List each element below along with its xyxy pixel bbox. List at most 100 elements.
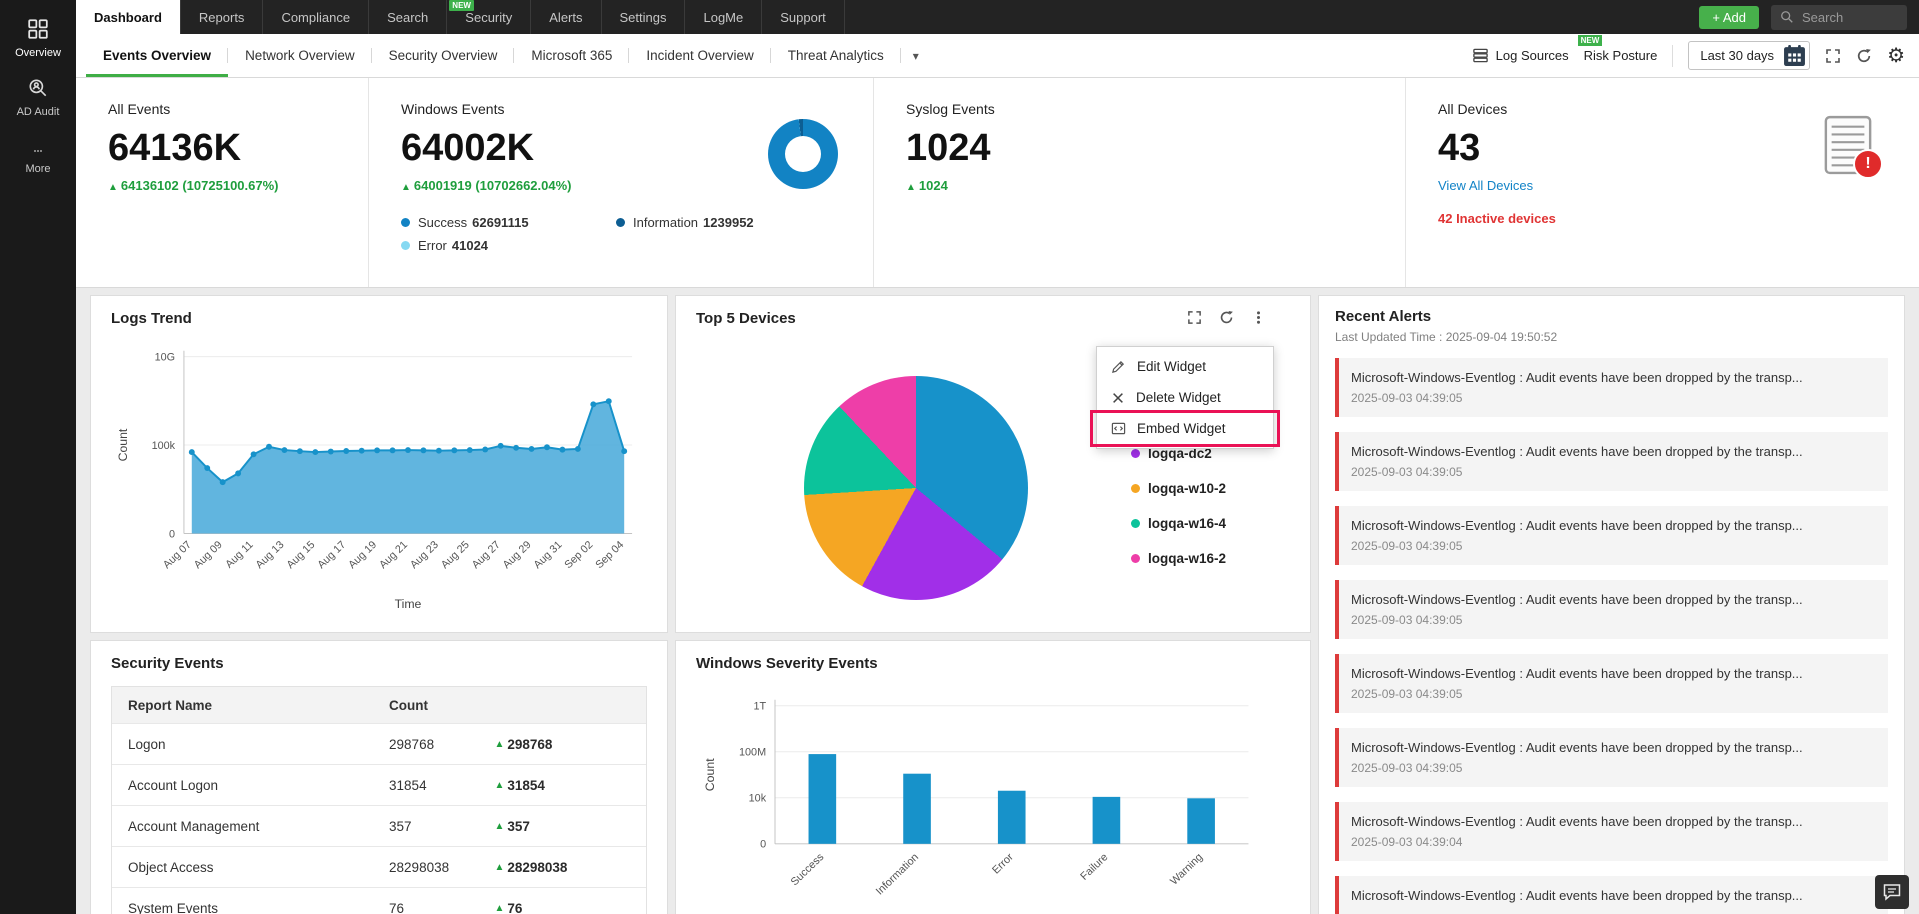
embed-icon bbox=[1111, 422, 1126, 435]
alert-item[interactable]: Microsoft-Windows-Eventlog : Audit event… bbox=[1335, 728, 1888, 787]
widget-title: Logs Trend bbox=[111, 310, 192, 327]
all-events-value: 64136K bbox=[108, 127, 242, 169]
nav-tab-settings[interactable]: Settings bbox=[602, 0, 686, 34]
legend-dot bbox=[1131, 519, 1140, 528]
nav-tab-dashboard[interactable]: Dashboard bbox=[76, 0, 181, 34]
left-sidebar: Overview AD Audit More bbox=[0, 0, 76, 914]
widget-kebab-menu-icon[interactable] bbox=[1251, 310, 1266, 325]
tab-network-overview[interactable]: Network Overview bbox=[228, 34, 372, 77]
security-events-table: Report Name Count Logon 298768 ▲ 298768 A… bbox=[111, 686, 647, 914]
legend-item: logqa-dc2 bbox=[1131, 446, 1226, 461]
stat-syslog-events: Syslog Events 1024 ▲ 1024 bbox=[873, 77, 1405, 287]
tab-events-overview[interactable]: Events Overview bbox=[86, 34, 229, 77]
recent-alerts-panel: Recent Alerts Last Updated Time : 2025-0… bbox=[1318, 295, 1905, 914]
table-header: Report Name Count bbox=[112, 687, 646, 723]
nav-tab-logme[interactable]: LogMe bbox=[685, 0, 763, 34]
nav-tab-security[interactable]: NEW Security bbox=[447, 0, 532, 34]
tab-microsoft-365[interactable]: Microsoft 365 bbox=[514, 34, 630, 77]
legend-item: Success 62691115 bbox=[401, 215, 616, 230]
tab-security-overview[interactable]: Security Overview bbox=[372, 34, 515, 77]
settings-gear-icon[interactable]: ⚙ bbox=[1887, 44, 1905, 67]
tab-incident-overview[interactable]: Incident Overview bbox=[629, 34, 772, 77]
menu-item-edit-widget[interactable]: Edit Widget bbox=[1097, 351, 1273, 382]
dashboard-main: Logs Trend 0 100k 10G Aug 07 Aug 09 Aug 11 Aug… bbox=[76, 287, 1919, 914]
widget-logs-trend: Logs Trend 0 100k 10G Aug 07 Aug 09 Aug 11 Aug… bbox=[90, 295, 668, 633]
widget-windows-severity-events: Windows Severity Events 0 10k 100M 1T Succes… bbox=[675, 640, 1311, 914]
log-sources-button[interactable]: Log Sources bbox=[1472, 47, 1569, 64]
date-range-select[interactable]: Last 30 days bbox=[1688, 41, 1811, 70]
nav-tab-compliance[interactable]: Compliance bbox=[263, 0, 370, 34]
menu-item-embed-widget[interactable]: Embed Widget bbox=[1097, 413, 1273, 444]
svg-text:Time: Time bbox=[395, 597, 422, 611]
sidebar-item-more[interactable]: More bbox=[0, 118, 76, 175]
widget-refresh-icon[interactable] bbox=[1219, 310, 1234, 325]
risk-posture-button[interactable]: NEW Risk Posture bbox=[1577, 35, 1657, 63]
sidebar-item-ad-audit[interactable]: AD Audit bbox=[0, 59, 76, 118]
svg-text:Aug 21: Aug 21 bbox=[377, 539, 410, 571]
up-arrow-icon: ▲ bbox=[494, 779, 505, 791]
alert-item[interactable]: Microsoft-Windows-Eventlog : Audit event… bbox=[1335, 876, 1888, 914]
alert-item[interactable]: Microsoft-Windows-Eventlog : Audit event… bbox=[1335, 654, 1888, 713]
last-updated-text: Last Updated Time : 2025-09-04 19:50:52 bbox=[1335, 330, 1558, 344]
legend-dot bbox=[1131, 449, 1140, 458]
nav-tab-reports[interactable]: Reports bbox=[181, 0, 264, 34]
menu-item-delete-widget[interactable]: Delete Widget bbox=[1097, 382, 1273, 413]
more-tabs-chevron-down-icon[interactable]: ▾ bbox=[912, 48, 919, 63]
topnav-right: + Add bbox=[1699, 0, 1919, 34]
windows-events-donut bbox=[768, 119, 838, 189]
svg-text:Aug 23: Aug 23 bbox=[408, 539, 441, 571]
all-devices-value: 43 bbox=[1438, 127, 1481, 169]
legend-item: Error 41024 bbox=[401, 238, 616, 253]
nav-tab-search[interactable]: Search bbox=[369, 0, 448, 34]
chat-support-icon[interactable] bbox=[1875, 875, 1909, 909]
stats-row: All Events 64136K ▲ 64136102 (10725100.67… bbox=[76, 77, 1919, 288]
alerts-list: Microsoft-Windows-Eventlog : Audit event… bbox=[1335, 358, 1888, 914]
svg-text:10G: 10G bbox=[155, 352, 175, 364]
more-dots-icon bbox=[34, 150, 42, 152]
fullscreen-expand-icon[interactable] bbox=[1825, 48, 1841, 64]
divider bbox=[1672, 44, 1674, 67]
refresh-icon[interactable] bbox=[1856, 48, 1872, 64]
alert-item[interactable]: Microsoft-Windows-Eventlog : Audit event… bbox=[1335, 358, 1888, 417]
global-search[interactable] bbox=[1771, 4, 1907, 30]
svg-text:Aug 19: Aug 19 bbox=[346, 539, 379, 571]
svg-text:Aug 17: Aug 17 bbox=[315, 539, 348, 571]
all-events-change: ▲ 64136102 (10725100.67%) bbox=[108, 178, 279, 193]
sidebar-label-ad-audit: AD Audit bbox=[16, 106, 60, 118]
alert-item[interactable]: Microsoft-Windows-Eventlog : Audit event… bbox=[1335, 432, 1888, 491]
alert-item[interactable]: Microsoft-Windows-Eventlog : Audit event… bbox=[1335, 802, 1888, 861]
dashboard-sub-nav: Events Overview Network Overview Securit… bbox=[76, 34, 1919, 78]
stat-all-events: All Events 64136K ▲ 64136102 (10725100.67… bbox=[76, 77, 368, 287]
svg-text:Error: Error bbox=[990, 851, 1016, 877]
view-all-devices-link[interactable]: View All Devices bbox=[1438, 178, 1534, 193]
table-row: Logon 298768 ▲ 298768 bbox=[112, 723, 646, 764]
recent-alerts-title: Recent Alerts bbox=[1335, 308, 1432, 325]
alert-item[interactable]: Microsoft-Windows-Eventlog : Audit event… bbox=[1335, 506, 1888, 565]
nav-tab-support[interactable]: Support bbox=[762, 0, 845, 34]
svg-text:Count: Count bbox=[703, 758, 717, 791]
alert-item[interactable]: Microsoft-Windows-Eventlog : Audit event… bbox=[1335, 580, 1888, 639]
new-badge: NEW bbox=[449, 0, 474, 11]
syslog-events-value: 1024 bbox=[906, 127, 991, 169]
windows-events-change: ▲ 64001919 (10702662.04%) bbox=[401, 178, 572, 193]
nav-tab-alerts[interactable]: Alerts bbox=[531, 0, 602, 34]
add-button[interactable]: + Add bbox=[1699, 5, 1759, 29]
svg-text:100M: 100M bbox=[739, 747, 766, 759]
svg-text:10k: 10k bbox=[749, 793, 767, 805]
svg-text:Aug 07: Aug 07 bbox=[161, 539, 194, 571]
syslog-events-change: ▲ 1024 bbox=[906, 178, 948, 193]
sidebar-item-overview[interactable]: Overview bbox=[0, 0, 76, 59]
alert-exclamation-badge: ! bbox=[1853, 149, 1883, 179]
up-arrow-icon: ▲ bbox=[494, 820, 505, 832]
widget-expand-icon[interactable] bbox=[1187, 310, 1202, 325]
stat-all-devices: All Devices 43 View All Devices 42 Inact… bbox=[1405, 77, 1919, 287]
svg-text:Aug 27: Aug 27 bbox=[470, 539, 503, 571]
tab-threat-analytics[interactable]: Threat Analytics bbox=[771, 34, 901, 77]
up-arrow-icon: ▲ bbox=[494, 861, 505, 873]
search-input[interactable] bbox=[1800, 8, 1896, 26]
overview-grid-icon bbox=[28, 19, 48, 39]
table-row: Account Logon 31854 ▲ 31854 bbox=[112, 764, 646, 805]
legend-item: logqa-w16-4 bbox=[1131, 516, 1226, 531]
svg-text:Aug 15: Aug 15 bbox=[284, 539, 317, 571]
ad-audit-search-icon bbox=[29, 79, 47, 97]
